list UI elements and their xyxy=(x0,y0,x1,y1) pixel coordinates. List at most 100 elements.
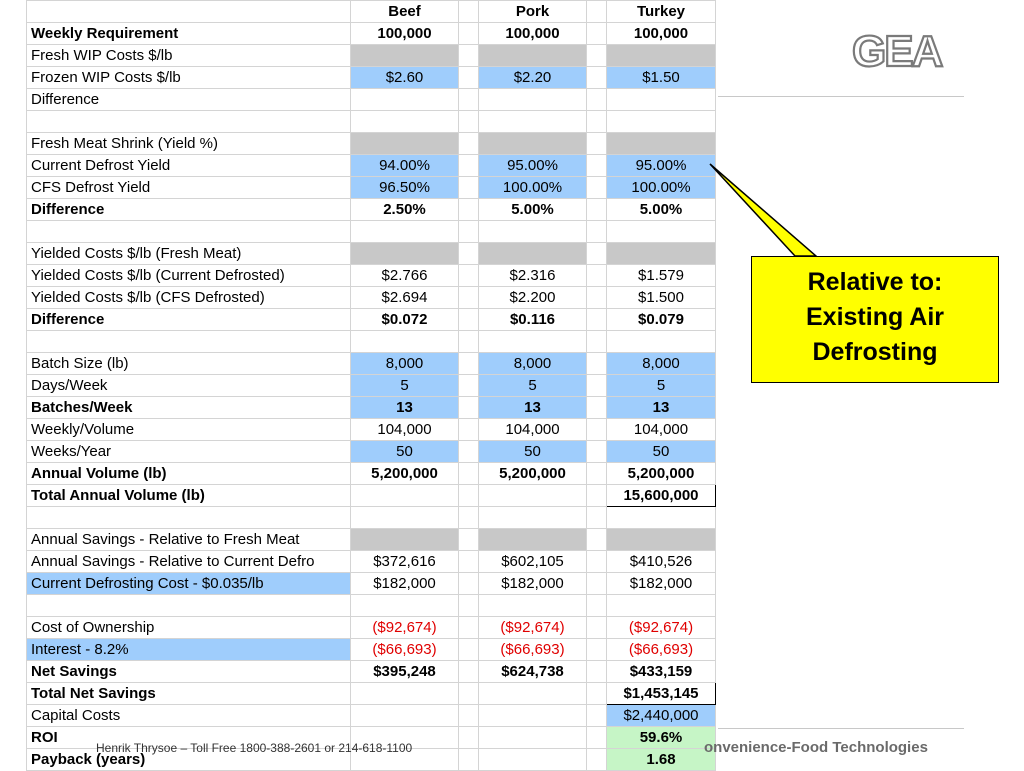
cell-gap2 xyxy=(586,594,607,617)
cell-label: Fresh WIP Costs $/lb xyxy=(26,44,351,67)
cell-beef xyxy=(350,88,459,111)
cell-turkey: 1.68 xyxy=(606,748,716,771)
cell-gap2 xyxy=(586,242,607,265)
cell-gap2 xyxy=(586,682,607,705)
cell-turkey: 13 xyxy=(606,396,716,419)
callout-pointer xyxy=(709,163,819,257)
cell-label: Batch Size (lb) xyxy=(26,352,351,375)
cell-beef: 2.50% xyxy=(350,198,459,221)
cell-gap2 xyxy=(586,572,607,595)
cell-turkey: ($66,693) xyxy=(606,638,716,661)
cell-beef xyxy=(350,506,459,529)
cell-label: CFS Defrost Yield xyxy=(26,176,351,199)
cell-gap1 xyxy=(458,286,479,309)
cell-pork: 5.00% xyxy=(478,198,587,221)
logo-text: GEA xyxy=(852,28,943,72)
header-label xyxy=(26,0,351,23)
cell-turkey: $2,440,000 xyxy=(606,704,716,727)
table-row: Current Defrosting Cost - $0.035/lb $182,… xyxy=(26,572,716,595)
table-row: Weekly/Volume 104,000 104,000 104,000 xyxy=(26,418,716,441)
table-row xyxy=(26,110,716,133)
cell-gap1 xyxy=(458,638,479,661)
cell-gap2 xyxy=(586,176,607,199)
cell-gap1 xyxy=(458,110,479,133)
cell-gap2 xyxy=(586,374,607,397)
cell-gap2 xyxy=(586,440,607,463)
cell-label: Total Annual Volume (lb) xyxy=(26,484,351,507)
cell-gap1 xyxy=(458,22,479,45)
cell-label: ROI xyxy=(26,726,351,749)
cell-beef: 5 xyxy=(350,374,459,397)
table-row: Annual Savings - Relative to Fresh Meat xyxy=(26,528,716,551)
cell-gap2 xyxy=(586,726,607,749)
cell-gap1 xyxy=(458,572,479,595)
cell-pork: 95.00% xyxy=(478,154,587,177)
footer-divider xyxy=(718,728,964,729)
cell-pork: $624,738 xyxy=(478,660,587,683)
cell-turkey: 5 xyxy=(606,374,716,397)
table-row: Interest - 8.2% ($66,693) ($66,693) ($66,69… xyxy=(26,638,716,661)
gea-logo: GEA xyxy=(852,28,946,72)
cell-gap1 xyxy=(458,484,479,507)
header-divider xyxy=(718,96,964,97)
cell-turkey: $0.079 xyxy=(606,308,716,331)
cell-pork xyxy=(478,726,587,749)
cell-turkey xyxy=(606,110,716,133)
cell-beef: 94.00% xyxy=(350,154,459,177)
cell-pork: $2.200 xyxy=(478,286,587,309)
cell-turkey: 50 xyxy=(606,440,716,463)
cell-beef: 8,000 xyxy=(350,352,459,375)
cell-gap2 xyxy=(586,660,607,683)
cell-pork xyxy=(478,132,587,155)
cell-turkey: 15,600,000 xyxy=(606,484,716,507)
cell-turkey: 104,000 xyxy=(606,418,716,441)
cell-label: Difference xyxy=(26,88,351,111)
cell-turkey: 95.00% xyxy=(606,154,716,177)
cell-beef: 104,000 xyxy=(350,418,459,441)
cell-beef xyxy=(350,220,459,243)
cell-gap2 xyxy=(586,462,607,485)
cell-label: Fresh Meat Shrink (Yield %) xyxy=(26,132,351,155)
cell-turkey: $182,000 xyxy=(606,572,716,595)
cell-gap2 xyxy=(586,220,607,243)
cell-gap2 xyxy=(586,110,607,133)
cell-gap2 xyxy=(586,396,607,419)
cell-beef: $2.694 xyxy=(350,286,459,309)
cell-label xyxy=(26,594,351,617)
header-beef: Beef xyxy=(350,0,459,23)
cell-pork: 5,200,000 xyxy=(478,462,587,485)
cell-gap1 xyxy=(458,198,479,221)
cell-pork: 8,000 xyxy=(478,352,587,375)
cell-gap2 xyxy=(586,704,607,727)
cell-gap1 xyxy=(458,704,479,727)
cell-turkey xyxy=(606,132,716,155)
cell-gap2 xyxy=(586,44,607,67)
cell-pork xyxy=(478,242,587,265)
cell-gap2 xyxy=(586,748,607,771)
callout-box: Relative to: Existing Air Defrosting xyxy=(751,256,999,383)
cell-gap1 xyxy=(458,308,479,331)
cell-label: Weekly/Volume xyxy=(26,418,351,441)
cell-gap2 xyxy=(586,506,607,529)
table-row: Net Savings $395,248 $624,738 $433,159 xyxy=(26,660,716,683)
cell-gap1 xyxy=(458,66,479,89)
cell-label: Current Defrosting Cost - $0.035/lb xyxy=(26,572,351,595)
cell-gap2 xyxy=(586,88,607,111)
cell-label: Batches/Week xyxy=(26,396,351,419)
cell-label: Interest - 8.2% xyxy=(26,638,351,661)
cell-gap2 xyxy=(586,616,607,639)
table-row: Fresh Meat Shrink (Yield %) xyxy=(26,132,716,155)
cell-beef: $395,248 xyxy=(350,660,459,683)
cell-pork: 13 xyxy=(478,396,587,419)
cell-turkey xyxy=(606,330,716,353)
cell-label xyxy=(26,330,351,353)
cell-beef: $2.60 xyxy=(350,66,459,89)
cell-beef: 96.50% xyxy=(350,176,459,199)
table-row: Yielded Costs $/lb (Current Defrosted) $2… xyxy=(26,264,716,287)
cell-gap2 xyxy=(586,330,607,353)
cell-beef: ($66,693) xyxy=(350,638,459,661)
cell-beef: $2.766 xyxy=(350,264,459,287)
cell-label: Total Net Savings xyxy=(26,682,351,705)
table-row: Batches/Week 13 13 13 xyxy=(26,396,716,419)
cell-gap1 xyxy=(458,726,479,749)
